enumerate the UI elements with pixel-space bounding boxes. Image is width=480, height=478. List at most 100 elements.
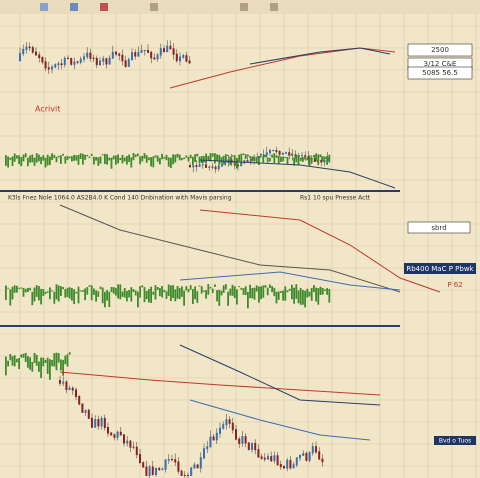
volume-bar bbox=[29, 357, 31, 370]
candle bbox=[299, 454, 301, 459]
candle bbox=[22, 48, 25, 55]
volume-bar bbox=[84, 154, 86, 160]
candle bbox=[135, 446, 138, 456]
volume-bar bbox=[280, 291, 282, 293]
candle bbox=[95, 57, 98, 66]
candle bbox=[262, 154, 265, 157]
volume-bar bbox=[31, 361, 34, 372]
volume-bar bbox=[86, 154, 89, 157]
volume-bar bbox=[38, 286, 40, 301]
value-box bbox=[404, 263, 476, 274]
candle bbox=[244, 436, 247, 444]
volume-bar bbox=[110, 287, 113, 293]
volume-bar bbox=[174, 154, 177, 163]
volume-bar bbox=[253, 156, 256, 162]
volume-bar bbox=[238, 154, 240, 162]
candle bbox=[126, 440, 129, 444]
volume-bar bbox=[222, 155, 225, 165]
volume-bar bbox=[214, 153, 216, 164]
candle bbox=[118, 53, 121, 56]
candle bbox=[273, 455, 276, 462]
volume-bar bbox=[326, 288, 328, 295]
volume-bar bbox=[282, 290, 284, 301]
volume-bar bbox=[183, 157, 185, 160]
volume-bar bbox=[40, 156, 42, 165]
candle bbox=[147, 49, 149, 53]
volume-bar bbox=[16, 155, 18, 159]
volume-bar bbox=[205, 153, 207, 164]
volume-bar bbox=[119, 157, 122, 161]
candle bbox=[246, 160, 249, 162]
volume-bar bbox=[324, 289, 326, 291]
volume-bar bbox=[194, 154, 196, 163]
volume-bar bbox=[218, 289, 221, 306]
candle bbox=[131, 52, 133, 61]
candle bbox=[180, 470, 183, 476]
volume-bar bbox=[123, 287, 126, 298]
volume-bar bbox=[302, 289, 304, 305]
volume-bar bbox=[321, 156, 324, 162]
volume-bar bbox=[167, 157, 170, 167]
candle bbox=[240, 162, 243, 167]
icon[interactable] bbox=[150, 3, 158, 11]
candle bbox=[155, 467, 157, 475]
candle bbox=[129, 440, 132, 448]
icon[interactable] bbox=[270, 3, 278, 11]
candle bbox=[127, 59, 130, 67]
candle bbox=[222, 424, 225, 429]
volume-bar bbox=[185, 155, 188, 158]
volume-bar bbox=[53, 353, 56, 367]
candle bbox=[134, 52, 137, 57]
volume-bar bbox=[86, 287, 89, 295]
volume-bar bbox=[99, 156, 102, 164]
candle bbox=[301, 155, 303, 157]
volume-bar bbox=[71, 287, 73, 301]
indicator-line bbox=[59, 204, 401, 293]
candle bbox=[192, 165, 195, 168]
candle bbox=[51, 66, 53, 70]
volume-bar bbox=[170, 285, 172, 302]
icon[interactable] bbox=[70, 3, 78, 11]
volume-bar bbox=[231, 284, 234, 296]
volume-bar bbox=[38, 361, 40, 372]
icon[interactable] bbox=[240, 3, 248, 11]
volume-bar bbox=[20, 287, 23, 289]
volume-bar bbox=[121, 154, 124, 164]
volume-bar bbox=[297, 155, 300, 166]
candle bbox=[193, 464, 196, 469]
volume-bar bbox=[273, 287, 276, 297]
candle bbox=[60, 63, 63, 66]
volume-bar bbox=[260, 286, 262, 300]
volume-bar bbox=[185, 286, 188, 291]
volume-bar bbox=[258, 155, 260, 165]
candle bbox=[38, 54, 41, 59]
icon[interactable] bbox=[40, 3, 48, 11]
candle bbox=[188, 60, 191, 64]
candle bbox=[111, 51, 114, 59]
volume-bar bbox=[181, 157, 183, 161]
candle bbox=[179, 56, 181, 62]
candle bbox=[68, 387, 71, 391]
volume-bar bbox=[211, 288, 214, 294]
volume-bar bbox=[95, 290, 97, 302]
volume-bar bbox=[187, 289, 190, 293]
volume-bar bbox=[5, 356, 7, 376]
volume-bar bbox=[328, 154, 331, 163]
icon[interactable] bbox=[100, 3, 108, 11]
volume-bar bbox=[31, 291, 34, 306]
candle bbox=[225, 419, 228, 426]
indicator-line bbox=[59, 371, 381, 396]
candle bbox=[308, 452, 311, 461]
volume-bar bbox=[66, 155, 69, 161]
candle bbox=[145, 466, 148, 476]
candle bbox=[198, 164, 201, 168]
chart-drawing bbox=[5, 40, 441, 478]
volume-bar bbox=[161, 286, 163, 298]
candle bbox=[177, 461, 180, 472]
candle bbox=[212, 436, 215, 441]
volume-bar bbox=[68, 156, 71, 159]
volume-bar bbox=[123, 157, 126, 162]
volume-bar bbox=[156, 155, 159, 162]
candle bbox=[187, 475, 189, 476]
volume-bar bbox=[200, 286, 203, 294]
